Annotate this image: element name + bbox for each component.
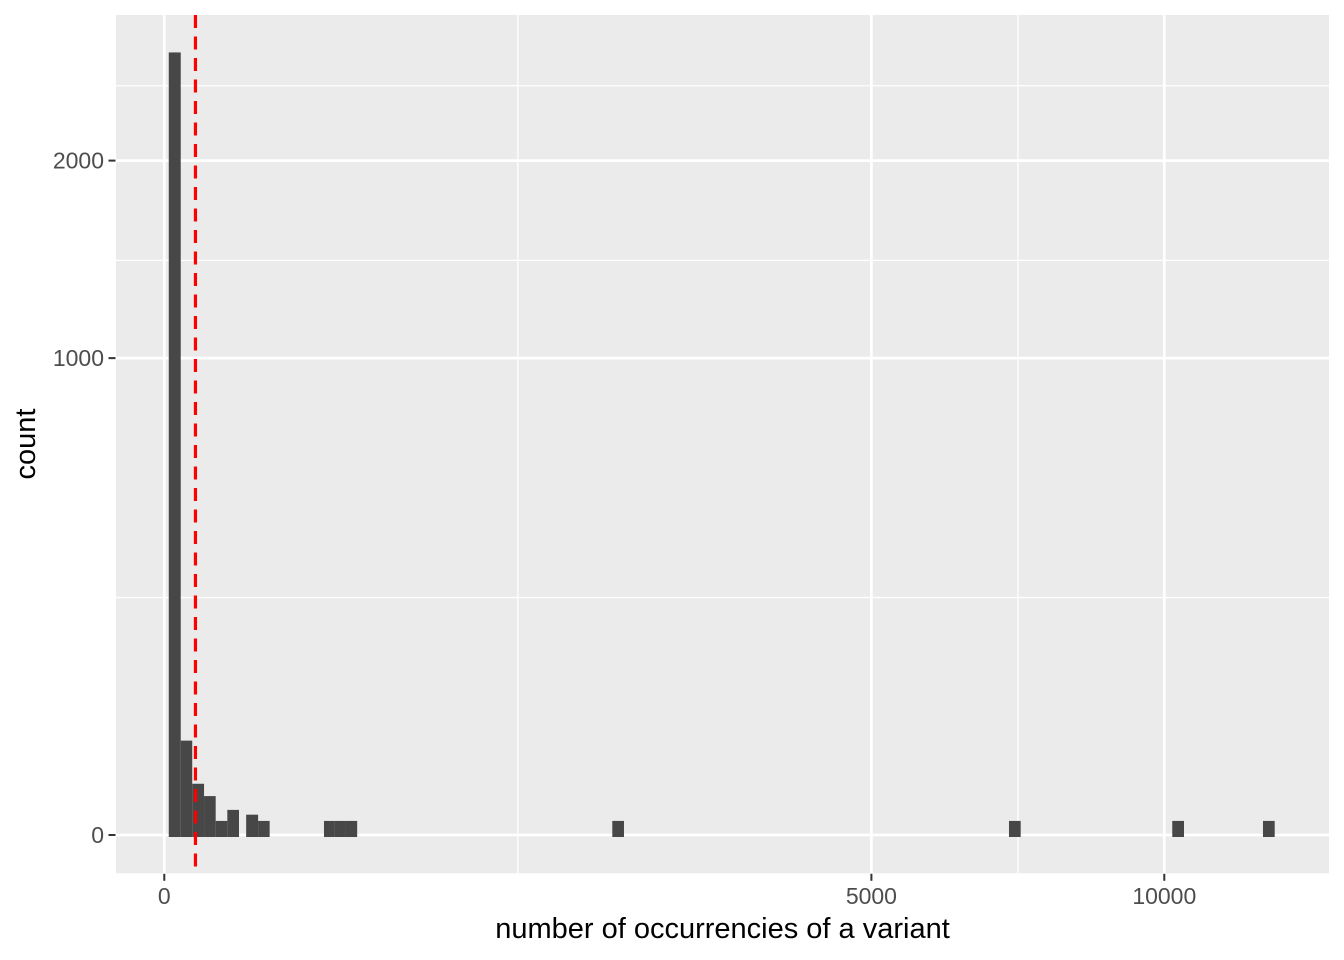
histogram-bar (323, 820, 335, 837)
histogram-bar (192, 783, 205, 837)
x-tick-label-10000: 10000 (1132, 883, 1196, 909)
y-tick-label-1000: 1000 (53, 345, 104, 371)
histogram-bar (1008, 820, 1021, 837)
histogram-bar (1172, 820, 1185, 837)
x-axis-title: number of occurrencies of a variant (495, 913, 950, 945)
histogram-bar (612, 820, 624, 837)
x-tick-label-5000: 5000 (846, 883, 897, 909)
histogram-bar (258, 820, 270, 837)
gridlines-major (116, 15, 1329, 874)
plot-panel (116, 15, 1329, 874)
y-axis-title: count (10, 409, 42, 480)
histogram-bar (204, 796, 216, 837)
histogram-bar (334, 820, 346, 837)
histogram-bars (168, 52, 1275, 837)
histogram-bar (180, 740, 193, 837)
histogram-bar (246, 814, 259, 837)
axis-tick-marks (108, 159, 1166, 881)
x-tick-label-0: 0 (158, 883, 171, 909)
y-tick-label-2000: 2000 (53, 148, 104, 174)
histogram-bar (1262, 820, 1275, 837)
y-tick-label-0: 0 (91, 822, 104, 848)
histogram-bar (168, 52, 181, 837)
gridlines-minor (116, 15, 1329, 874)
histogram-bar (215, 820, 228, 837)
histogram-bar (345, 820, 358, 837)
histogram-bar (227, 809, 239, 837)
